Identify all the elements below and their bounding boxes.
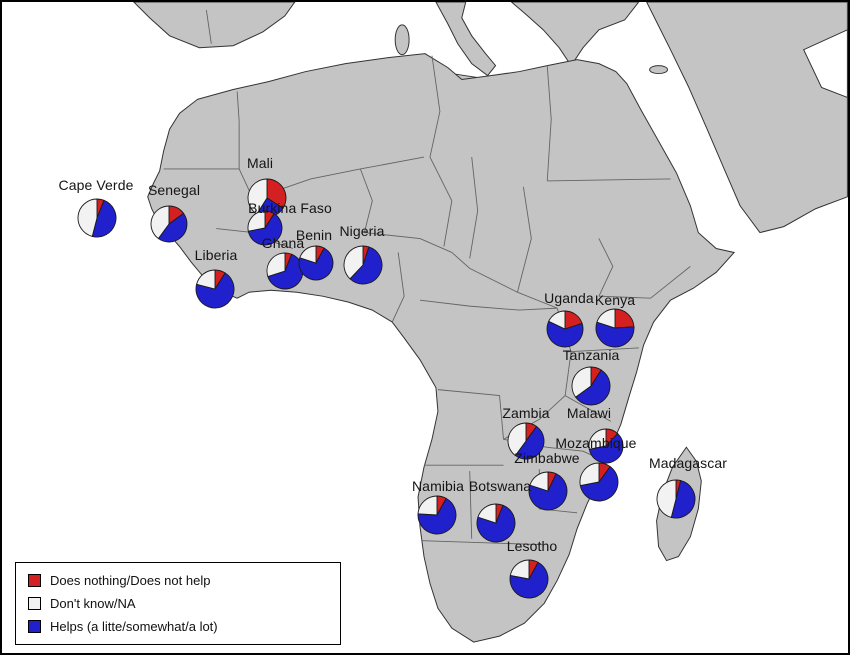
country-label-botswana: Botswana — [468, 478, 532, 494]
legend-label-does-nothing: Does nothing/Does not help — [50, 573, 211, 588]
pie-malawi — [588, 428, 624, 464]
pie-slice-dont_know — [509, 559, 530, 580]
pie-slice-dont_know — [656, 479, 677, 518]
pie-slice-helps — [528, 473, 568, 511]
pie-slice-helps — [247, 213, 283, 246]
country-label-kenya: Kenya — [594, 292, 636, 308]
pie-slice-dont_know — [588, 428, 607, 450]
pie-ghana — [266, 252, 304, 290]
pie-slice-dont_know — [196, 269, 216, 290]
country-label-senegal: Senegal — [147, 182, 201, 198]
pie-slice-dont_know — [299, 245, 317, 264]
pie-slice-helps — [509, 561, 549, 599]
legend-swatch-dont-know — [28, 597, 41, 610]
pie-slice-dont_know — [343, 245, 364, 280]
pie-slice-helps — [157, 212, 188, 243]
pie-slice-helps — [417, 497, 457, 535]
pie-slice-dont_know — [150, 205, 170, 240]
pie-slice-dont_know — [529, 471, 549, 492]
legend-swatch-helps — [28, 620, 41, 633]
pie-slice-dont_know — [477, 503, 497, 524]
country-label-namibia: Namibia — [411, 478, 465, 494]
country-label-uganda: Uganda — [544, 290, 594, 306]
pie-slice-helps — [298, 247, 334, 281]
country-label-malawi: Malawi — [566, 405, 612, 421]
italy-landmass — [435, 2, 497, 77]
pie-slice-dont_know — [507, 422, 527, 457]
pie-burkina-faso — [247, 210, 283, 246]
pie-zimbabwe — [528, 471, 568, 511]
pie-benin — [298, 245, 334, 281]
pie-lesotho — [509, 559, 549, 599]
pie-slice-dont_know — [247, 178, 268, 215]
country-label-tanzania: Tanzania — [562, 347, 620, 363]
pie-slice-helps — [91, 199, 117, 238]
arabia-landmass — [646, 2, 848, 234]
pie-slice-helps — [267, 253, 304, 290]
pie-nigeria — [343, 245, 383, 285]
pie-slice-does_nothing — [614, 308, 635, 329]
pie-cape-verde — [77, 198, 117, 238]
country-label-zambia: Zambia — [502, 405, 550, 421]
legend: Does nothing/Does not help Don't know/NA… — [15, 562, 341, 645]
pie-slice-dont_know — [596, 308, 616, 329]
country-label-mali: Mali — [246, 155, 274, 171]
country-label-liberia: Liberia — [194, 247, 238, 263]
legend-item-does-nothing: Does nothing/Does not help — [28, 573, 328, 588]
pie-slice-helps — [670, 480, 696, 519]
pie-tanzania — [571, 366, 611, 406]
legend-swatch-does-nothing — [28, 574, 41, 587]
sardinia-island — [394, 24, 410, 56]
pie-slice-helps — [476, 504, 516, 543]
pie-botswana — [476, 503, 516, 543]
pie-slice-dont_know — [247, 210, 266, 232]
pie-madagascar — [656, 479, 696, 519]
country-label-mozambique: Mozambique — [555, 435, 637, 451]
cyprus-island — [649, 65, 669, 75]
pie-liberia — [195, 269, 235, 309]
pie-slice-helps — [579, 465, 619, 502]
pie-kenya — [595, 308, 635, 348]
pie-slice-helps — [595, 321, 635, 348]
pie-slice-dont_know — [579, 462, 600, 487]
pie-slice-helps — [574, 369, 611, 406]
country-label-ghana: Ghana — [261, 235, 305, 251]
pie-uganda — [546, 310, 584, 348]
pie-slice-helps — [588, 432, 624, 464]
pie-namibia — [417, 495, 457, 535]
balkans-landmass — [510, 2, 640, 67]
pie-slice-helps — [349, 246, 383, 285]
pie-slice-dont_know — [266, 252, 286, 278]
persian-gulf-water — [803, 29, 848, 99]
country-label-zimbabwe: Zimbabwe — [514, 450, 580, 466]
pie-slice-helps — [514, 425, 545, 460]
country-label-burkina-faso: Burkina Faso — [248, 200, 332, 216]
pie-zambia — [507, 422, 545, 460]
country-label-benin: Benin — [295, 227, 333, 243]
country-label-lesotho: Lesotho — [506, 538, 558, 554]
pie-mozambique — [579, 462, 619, 502]
legend-label-dont-know: Don't know/NA — [50, 596, 136, 611]
pie-slice-dont_know — [571, 366, 592, 398]
pie-senegal — [150, 205, 188, 243]
pie-slice-dont_know — [417, 495, 438, 516]
country-label-madagascar: Madagascar — [648, 455, 728, 471]
pie-slice-helps — [546, 320, 584, 348]
country-label-nigeria: Nigeria — [339, 223, 385, 239]
legend-label-helps: Helps (a litte/somewhat/a lot) — [50, 619, 218, 634]
pie-slice-dont_know — [77, 198, 98, 237]
legend-item-helps: Helps (a litte/somewhat/a lot) — [28, 619, 328, 634]
africa-landmass — [147, 53, 736, 643]
iberia-landmass — [133, 2, 296, 49]
country-label-cape-verde: Cape Verde — [58, 177, 134, 193]
pie-slice-helps — [195, 272, 235, 309]
legend-item-dont-know: Don't know/NA — [28, 596, 328, 611]
pie-slice-dont_know — [548, 310, 566, 330]
